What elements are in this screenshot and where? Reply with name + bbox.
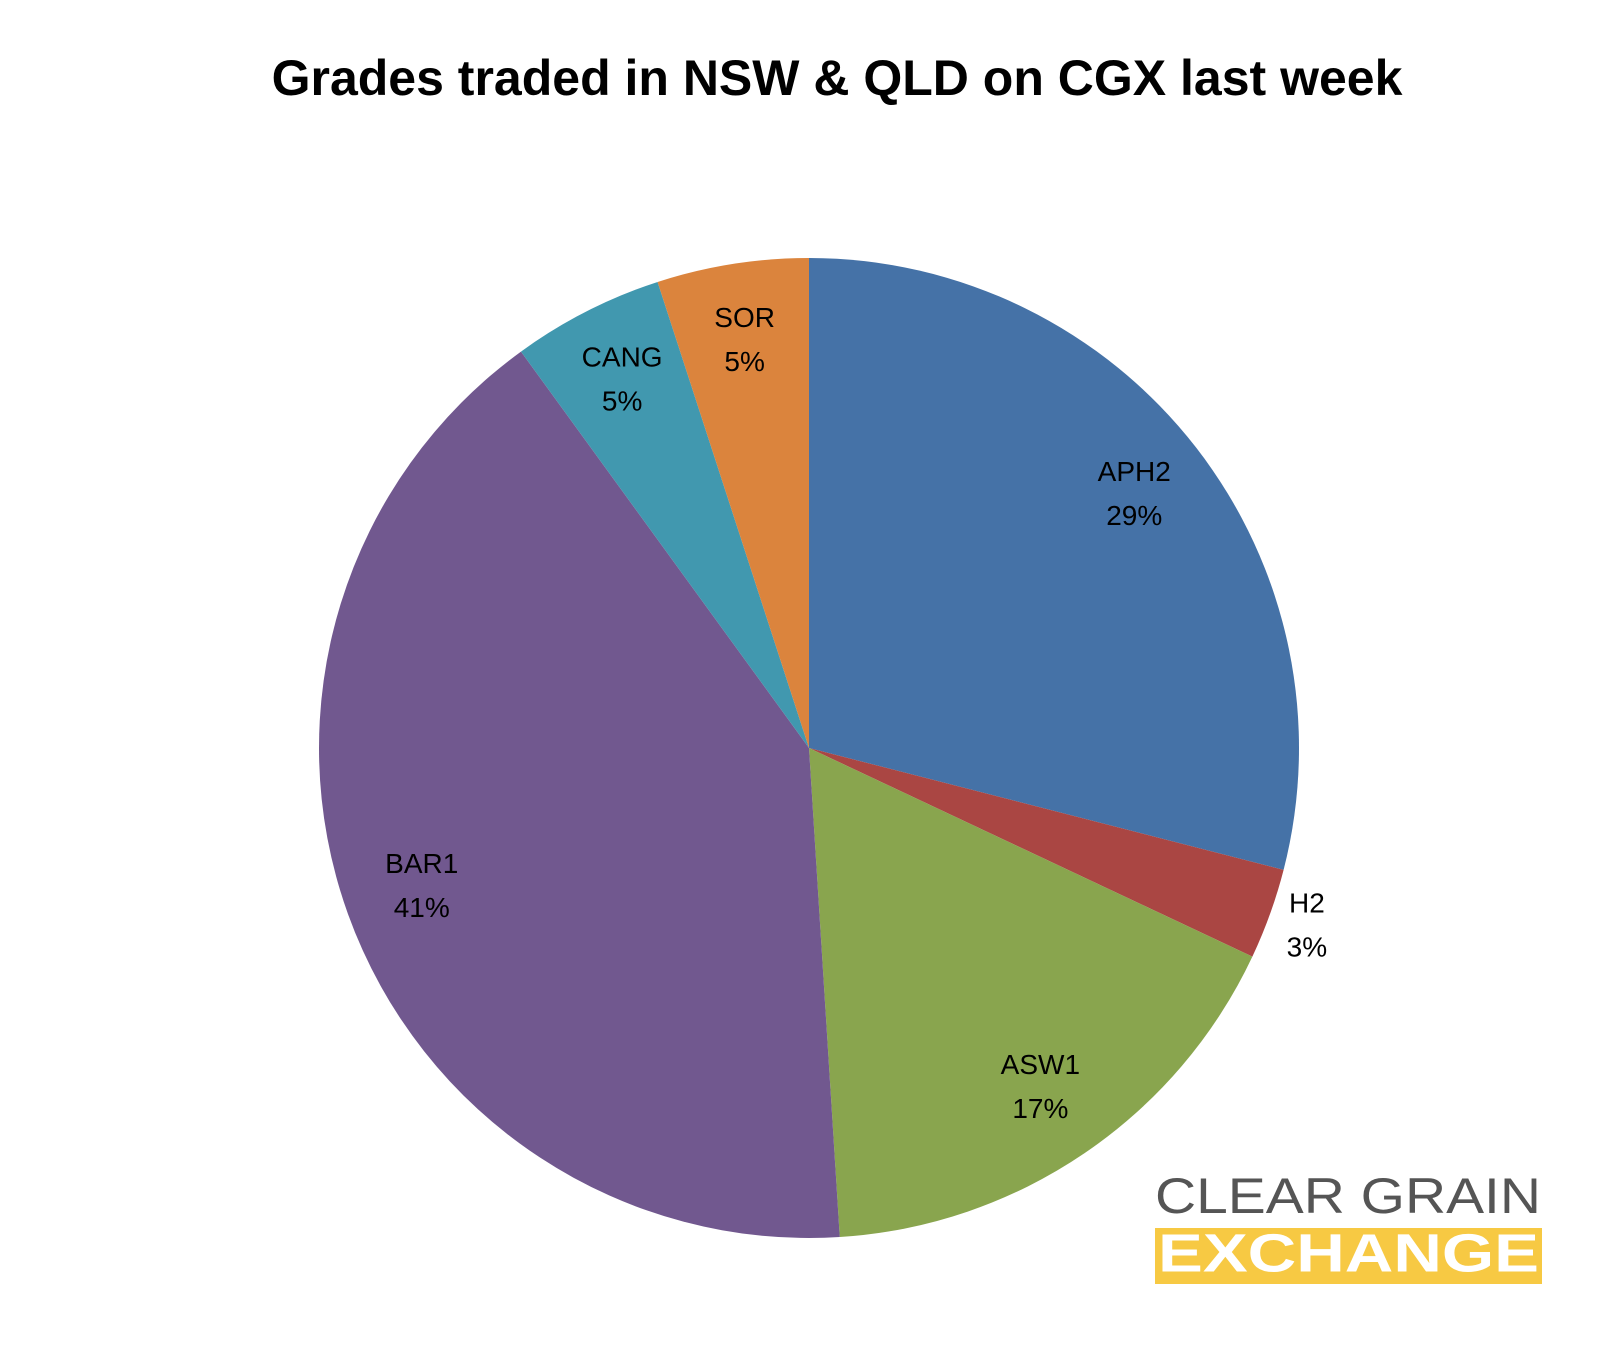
pie-slice bbox=[809, 748, 1253, 1238]
slice-label: ASW1 bbox=[1001, 1049, 1080, 1080]
slice-value-label: 5% bbox=[602, 386, 642, 417]
slice-value-label: 41% bbox=[394, 892, 450, 923]
logo-line1: CLEAR GRAIN bbox=[1155, 1168, 1541, 1224]
logo: CLEAR GRAIN EXCHANGE bbox=[1155, 1168, 1542, 1284]
logo-band bbox=[1155, 1228, 1542, 1284]
chart-title: Grades traded in NSW & QLD on CGX last w… bbox=[272, 50, 1403, 106]
slice-label: BAR1 bbox=[385, 848, 458, 879]
pie-slice bbox=[520, 281, 809, 748]
logo-line2: EXCHANGE bbox=[1158, 1223, 1539, 1283]
slice-value-label: 3% bbox=[1287, 932, 1327, 963]
slice-label: SOR bbox=[714, 302, 775, 333]
slice-value-label: 29% bbox=[1106, 500, 1162, 531]
slice-value-label: 5% bbox=[724, 346, 764, 377]
slice-label: CANG bbox=[582, 342, 663, 373]
pie-slice bbox=[809, 748, 1284, 957]
slice-label: H2 bbox=[1289, 888, 1325, 919]
slice-label: APH2 bbox=[1098, 456, 1171, 487]
pie-slice bbox=[657, 258, 809, 748]
pie-slice bbox=[809, 258, 1299, 870]
slice-value-label: 17% bbox=[1012, 1093, 1068, 1124]
pie-slice bbox=[319, 351, 840, 1238]
